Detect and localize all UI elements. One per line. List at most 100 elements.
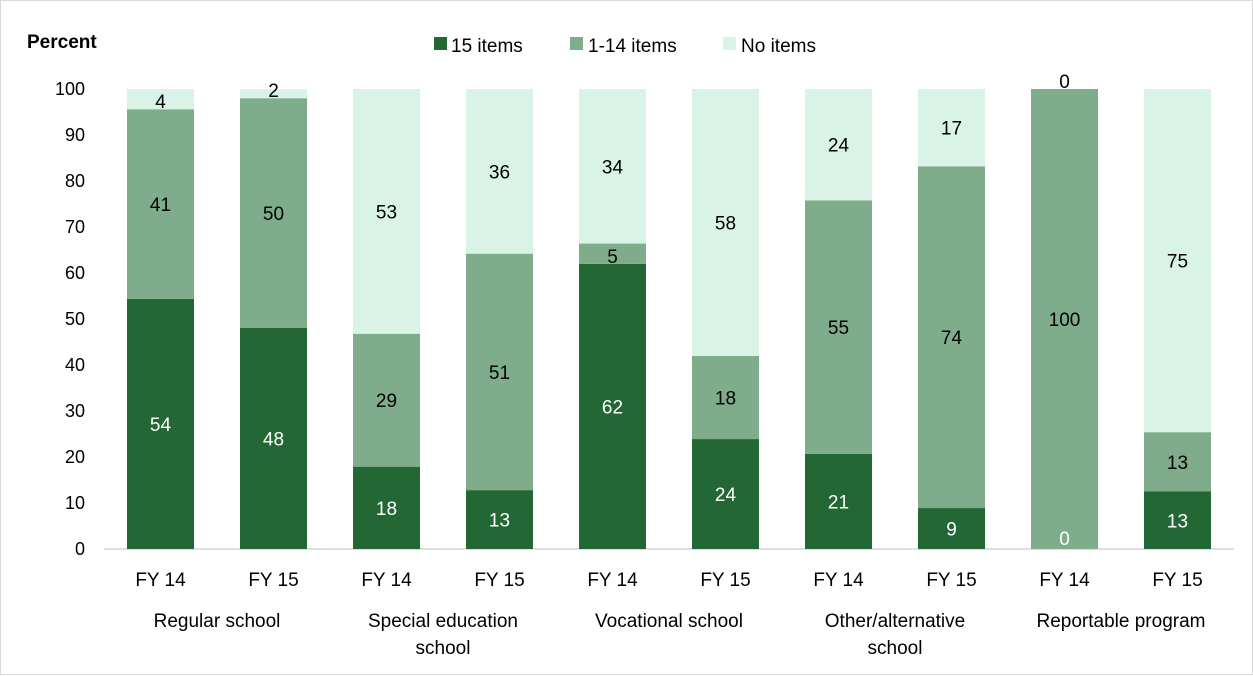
data-label: 18 [376, 499, 397, 520]
y-tick-label: 90 [65, 125, 85, 145]
bar-segment [918, 166, 985, 509]
bar-segment [1144, 491, 1211, 549]
data-label: 55 [828, 318, 849, 339]
x-tick-label: FY 14 [813, 570, 864, 591]
group-label: Regular school [154, 611, 281, 632]
group-label: school [868, 638, 923, 659]
bar-segment [240, 98, 307, 328]
bar-segment [579, 243, 646, 264]
bar-segment [353, 466, 420, 549]
bar-segment [127, 89, 194, 110]
data-label: 58 [715, 213, 736, 234]
bar-segment [1144, 432, 1211, 492]
legend-swatch [434, 37, 447, 50]
legend-label: 1-14 items [588, 36, 677, 57]
group-label: Other/alternative [825, 611, 965, 632]
bar-segment [805, 89, 872, 201]
y-tick-label: 60 [65, 263, 85, 283]
legend-swatch [723, 37, 736, 50]
bar-segment [579, 89, 646, 244]
bar-segment [240, 327, 307, 549]
bar-segment [918, 508, 985, 549]
bar-segment [353, 89, 420, 334]
data-label: 34 [602, 157, 624, 178]
group-label: Special education [368, 611, 518, 632]
data-label: 48 [263, 429, 284, 450]
data-label: 74 [941, 328, 963, 349]
y-tick-label: 80 [65, 171, 85, 191]
data-label: 53 [376, 202, 397, 223]
x-tick-label: FY 15 [248, 570, 298, 591]
data-label: 62 [602, 397, 623, 418]
bar-segment [1031, 89, 1098, 549]
bar-segment [692, 439, 759, 549]
y-tick-label: 0 [75, 539, 85, 559]
y-axis-title: Percent [27, 32, 97, 53]
bar-segment [353, 333, 420, 467]
x-axis: FY 14 FY 15 FY 14 FY 15 FY 14 FY 15 FY 14 FY 15… [135, 570, 1205, 659]
bar-segment [466, 253, 533, 491]
bars [127, 89, 1211, 549]
data-label: 100 [1049, 310, 1081, 331]
legend-label: No items [741, 36, 816, 57]
group-label: school [416, 638, 471, 659]
legend-swatch [570, 37, 583, 50]
legend-label: 15 items [451, 36, 523, 57]
bar-segment [127, 109, 194, 299]
bar-segment [1144, 89, 1211, 433]
bar-segment [805, 453, 872, 549]
data-labels: 54 41 4 48 50 2 18 29 53 13 51 36 62 5 34 24 18 58 21 55 24 9… [150, 72, 1188, 550]
bar-segment [692, 355, 759, 440]
y-tick-label: 50 [65, 309, 85, 329]
data-label: 36 [489, 162, 510, 183]
data-label: 13 [489, 511, 510, 532]
bar-segment [466, 490, 533, 549]
data-label: 13 [1167, 453, 1188, 474]
y-tick-label: 10 [65, 493, 85, 513]
data-label: 13 [1167, 511, 1188, 532]
data-label: 5 [607, 247, 618, 268]
data-label: 54 [150, 415, 172, 436]
data-label: 29 [376, 391, 397, 412]
data-label: 21 [828, 492, 849, 513]
x-tick-label: FY 14 [1039, 570, 1090, 591]
bar-segment [466, 89, 533, 254]
bar-segment [692, 89, 759, 356]
y-tick-label: 30 [65, 401, 85, 421]
data-label: 24 [715, 485, 737, 506]
data-label: 0 [1059, 72, 1070, 93]
data-label: 75 [1167, 252, 1188, 273]
x-tick-label: FY 14 [361, 570, 412, 591]
bar-segment [805, 200, 872, 454]
data-label: 2 [268, 81, 279, 102]
legend: 15 items 1-14 items No items [434, 36, 816, 57]
x-tick-label: FY 15 [1152, 570, 1202, 591]
y-tick-label: 20 [65, 447, 85, 467]
data-label: 24 [828, 136, 850, 157]
bar-segment [127, 298, 194, 549]
bar-segment [918, 89, 985, 167]
y-tick-label: 100 [55, 79, 85, 99]
x-tick-label: FY 14 [135, 570, 186, 591]
x-tick-label: FY 15 [474, 570, 524, 591]
data-label: 17 [941, 119, 962, 140]
group-label: Reportable program [1037, 611, 1206, 632]
y-tick-label: 70 [65, 217, 85, 237]
data-label: 41 [150, 195, 171, 216]
group-label: Vocational school [595, 611, 743, 632]
y-tick-label: 40 [65, 355, 85, 375]
data-label: 18 [715, 388, 736, 409]
data-label: 9 [946, 520, 957, 541]
data-label: 4 [155, 92, 166, 113]
data-label: 0 [1059, 529, 1070, 550]
bar-segment [240, 89, 307, 99]
data-label: 51 [489, 363, 510, 384]
x-tick-label: FY 14 [587, 570, 638, 591]
data-label: 50 [263, 204, 284, 225]
x-tick-label: FY 15 [700, 570, 750, 591]
bar-segment [579, 263, 646, 549]
x-tick-label: FY 15 [926, 570, 976, 591]
